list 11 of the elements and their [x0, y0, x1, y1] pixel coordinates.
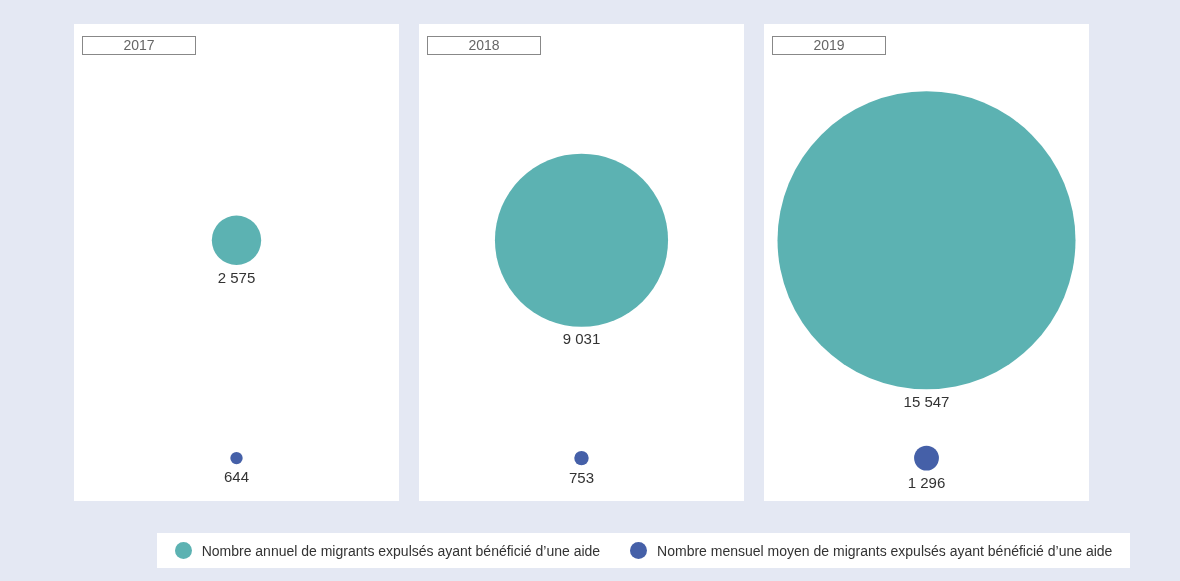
legend-label: Nombre annuel de migrants expulsés ayant bénéficié d’une aide: [201, 542, 601, 559]
data-label: 753: [568, 468, 595, 486]
data-label: 15 547: [903, 392, 950, 410]
data-label: 1 296: [907, 474, 946, 492]
data-label: 9 031: [562, 330, 601, 348]
data-label: 2 575: [217, 268, 256, 286]
category-label: 2017: [82, 36, 196, 55]
data-label: 644: [223, 467, 250, 485]
category-label: 2018: [427, 36, 541, 55]
category-label: 2019: [772, 36, 886, 55]
legend-label: Nombre mensuel moyen de migrants expulsés ayant bénéficié d’une aide: [657, 542, 1113, 559]
